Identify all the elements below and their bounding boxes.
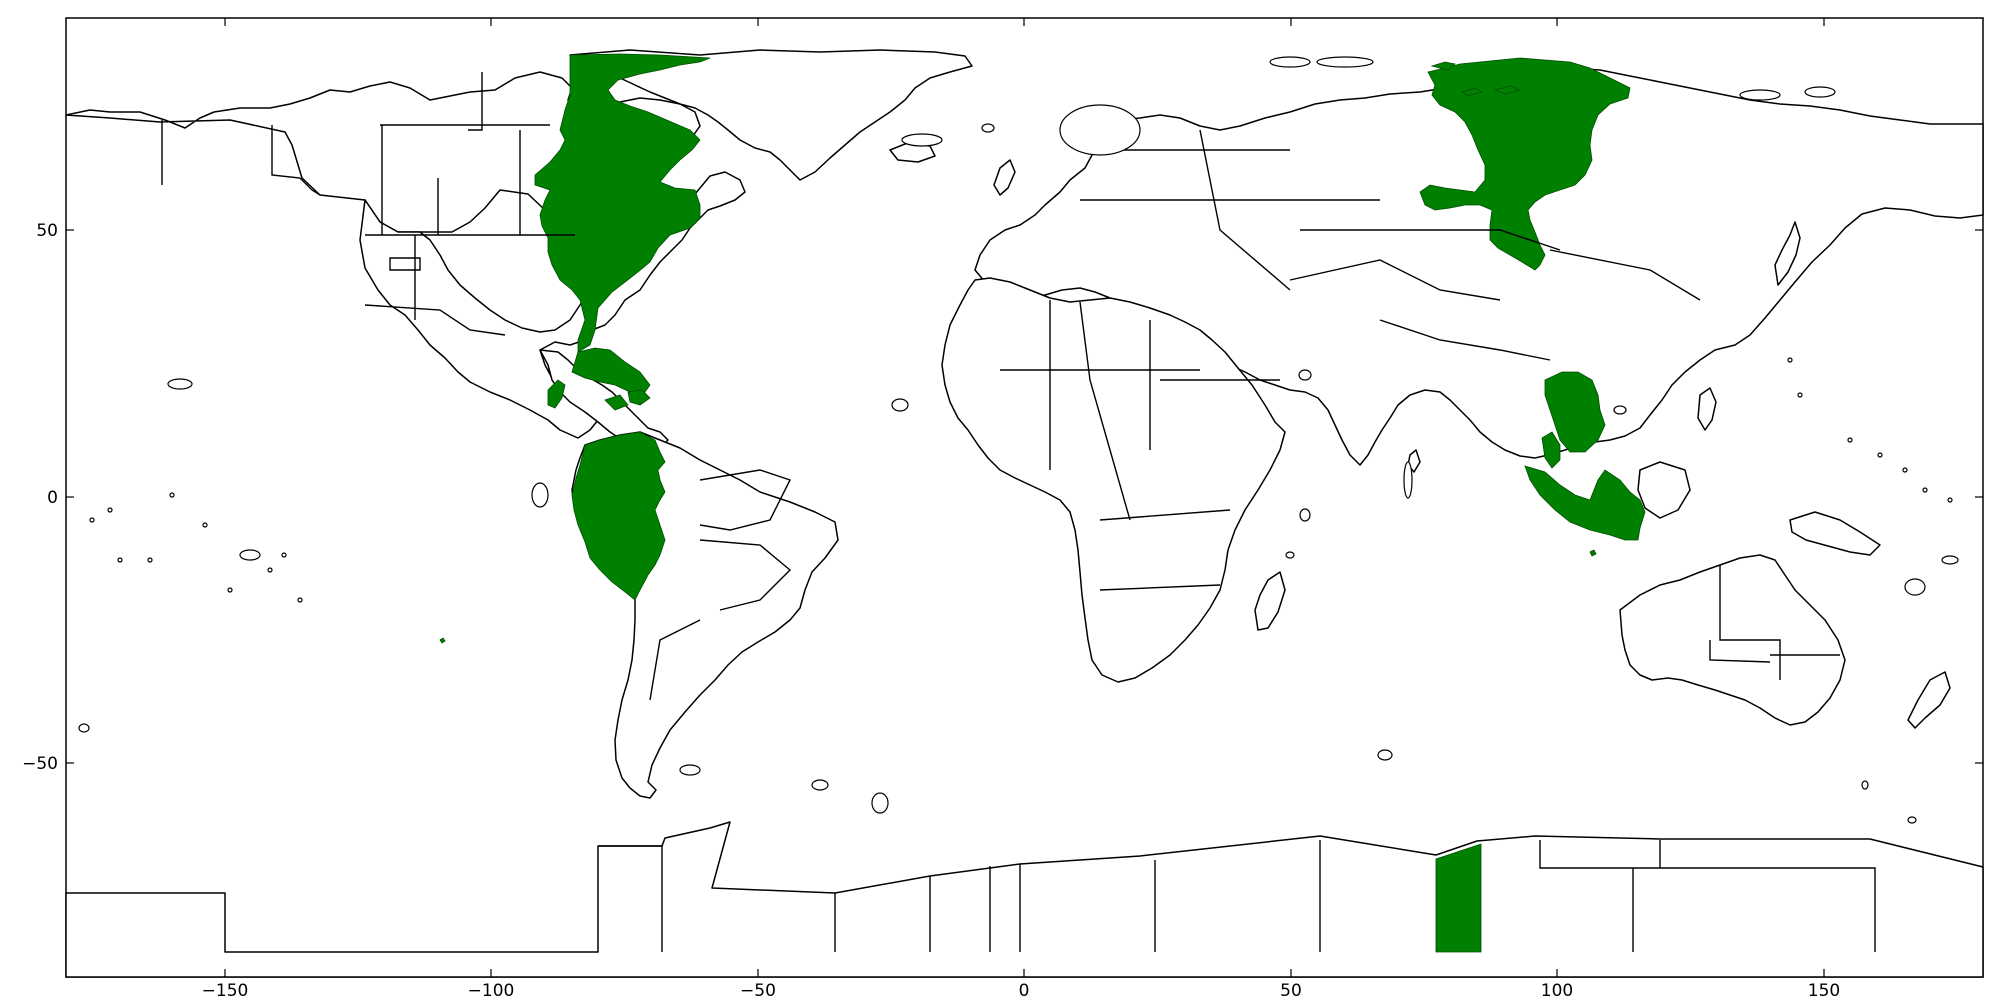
- highlighted-regions: [439, 53, 1646, 953]
- greenland-landmass: [569, 49, 973, 181]
- x-tick-label: 0: [1019, 981, 1030, 1000]
- country-borders: [161, 72, 1876, 952]
- highlight-antarctica-sector: [1435, 843, 1482, 953]
- eurasia-landmass: [974, 67, 1984, 466]
- highlight-island-2: [1493, 85, 1522, 95]
- japan-island: [1774, 221, 1801, 286]
- highlight-sumatra-java: [1524, 465, 1646, 541]
- x-tick-label: 150: [1808, 981, 1840, 1000]
- highlight-pacific-island: [439, 637, 446, 644]
- new-guinea-island: [1789, 511, 1881, 556]
- x-tick-label: 100: [1541, 981, 1573, 1000]
- x-tick-label: −100: [468, 981, 515, 1000]
- y-tick-label: 50: [36, 221, 58, 241]
- highlight-siberian-islands: [1430, 61, 1456, 71]
- highlight-cuba-west: [547, 379, 566, 409]
- x-tick-label: 50: [1280, 981, 1302, 1000]
- highlight-jamaica: [604, 394, 629, 411]
- highlight-indochina: [1544, 371, 1606, 453]
- x-axis: −150 −100 −50 0 50 100 150: [202, 18, 1840, 1000]
- highlight-indian-ocean-island: [1589, 549, 1597, 557]
- highlight-south-america: [571, 431, 666, 601]
- new-zealand-island: [1907, 671, 1951, 729]
- philippines-island: [1697, 387, 1717, 431]
- x-tick-label: −50: [740, 981, 776, 1000]
- antarctica-landmass: [65, 821, 1984, 978]
- madagascar-island: [1254, 571, 1286, 631]
- highlight-hispaniola: [627, 389, 651, 406]
- highlight-island-1: [1461, 87, 1484, 97]
- x-tick-label: −150: [202, 981, 249, 1000]
- highlight-malay: [1541, 431, 1561, 469]
- y-tick-label: −50: [22, 754, 58, 774]
- highlight-greenland-canada: [534, 53, 711, 353]
- borneo-island: [1637, 461, 1691, 519]
- y-tick-label: 0: [47, 488, 58, 508]
- africa-landmass: [941, 277, 1286, 683]
- y-axis: 50 0 −50: [22, 221, 1983, 774]
- uk-island: [993, 159, 1016, 196]
- highlight-caribbean: [571, 347, 651, 393]
- small-islands: [78, 56, 1959, 824]
- highlight-russia-siberia: [1419, 57, 1631, 271]
